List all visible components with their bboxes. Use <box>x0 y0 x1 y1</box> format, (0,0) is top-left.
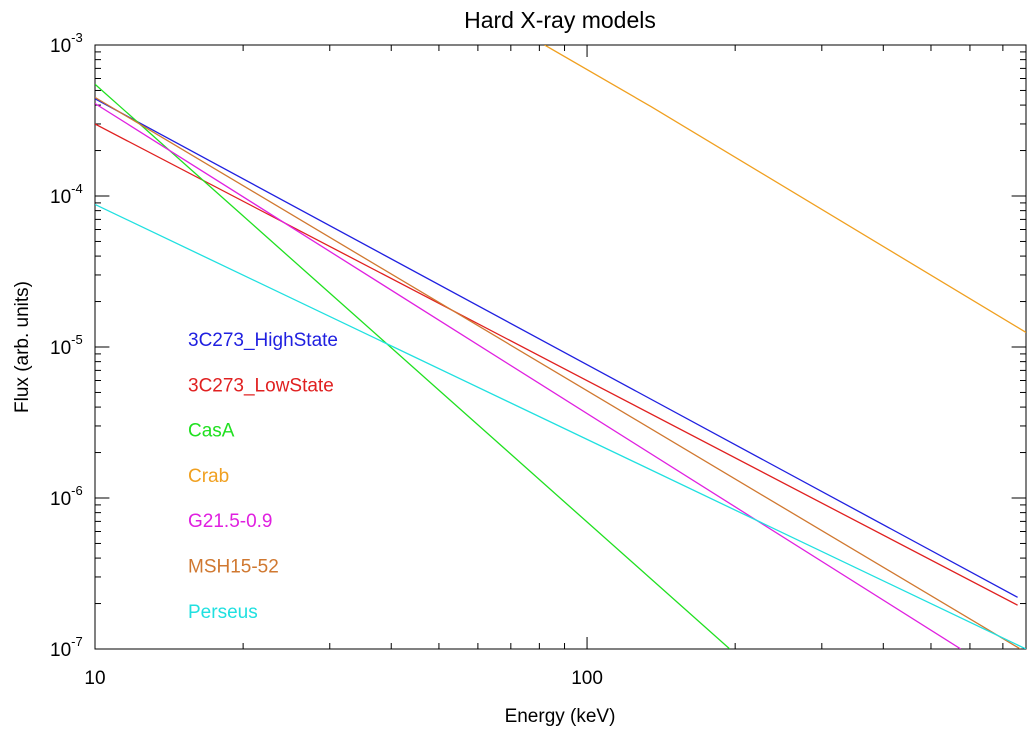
legend-entry: CasA <box>188 421 235 442</box>
y-tick-label: 10-4 <box>50 181 83 208</box>
legend-entry: Crab <box>188 466 229 487</box>
series-lines <box>95 45 1026 649</box>
y-tick-label: 10-3 <box>50 30 83 57</box>
y-tick-label: 10-5 <box>50 332 83 359</box>
y-tick-label: 10-6 <box>50 483 83 510</box>
x-tick-label: 100 <box>571 668 603 689</box>
tick-marks <box>94 44 1026 650</box>
legend-entry: Perseus <box>188 602 258 623</box>
x-tick-label: 10 <box>84 668 105 689</box>
legend: 3C273_HighState 3C273_LowState CasA Crab G21… <box>188 330 338 623</box>
legend-entry: 3C273_HighState <box>188 330 338 351</box>
x-axis-title: Energy (keV) <box>505 706 616 727</box>
series-line <box>544 45 1026 333</box>
legend-entry: 3C273_LowState <box>188 375 334 396</box>
series-line <box>95 203 1026 649</box>
legend-entry: MSH15-52 <box>188 557 279 578</box>
series-line <box>95 83 731 649</box>
series-line <box>95 123 1018 606</box>
y-axis-title: Flux (arb. units) <box>12 281 33 413</box>
tick-labels: 10 100 10-3 10-4 10-5 10-6 10-7 <box>50 30 603 689</box>
series-line <box>95 98 1018 598</box>
series-line <box>95 96 1021 649</box>
y-tick-label: 10-7 <box>50 634 83 661</box>
chart-title: Hard X-ray models <box>464 7 656 33</box>
series-line <box>95 102 962 649</box>
legend-entry: G21.5-0.9 <box>188 511 273 532</box>
